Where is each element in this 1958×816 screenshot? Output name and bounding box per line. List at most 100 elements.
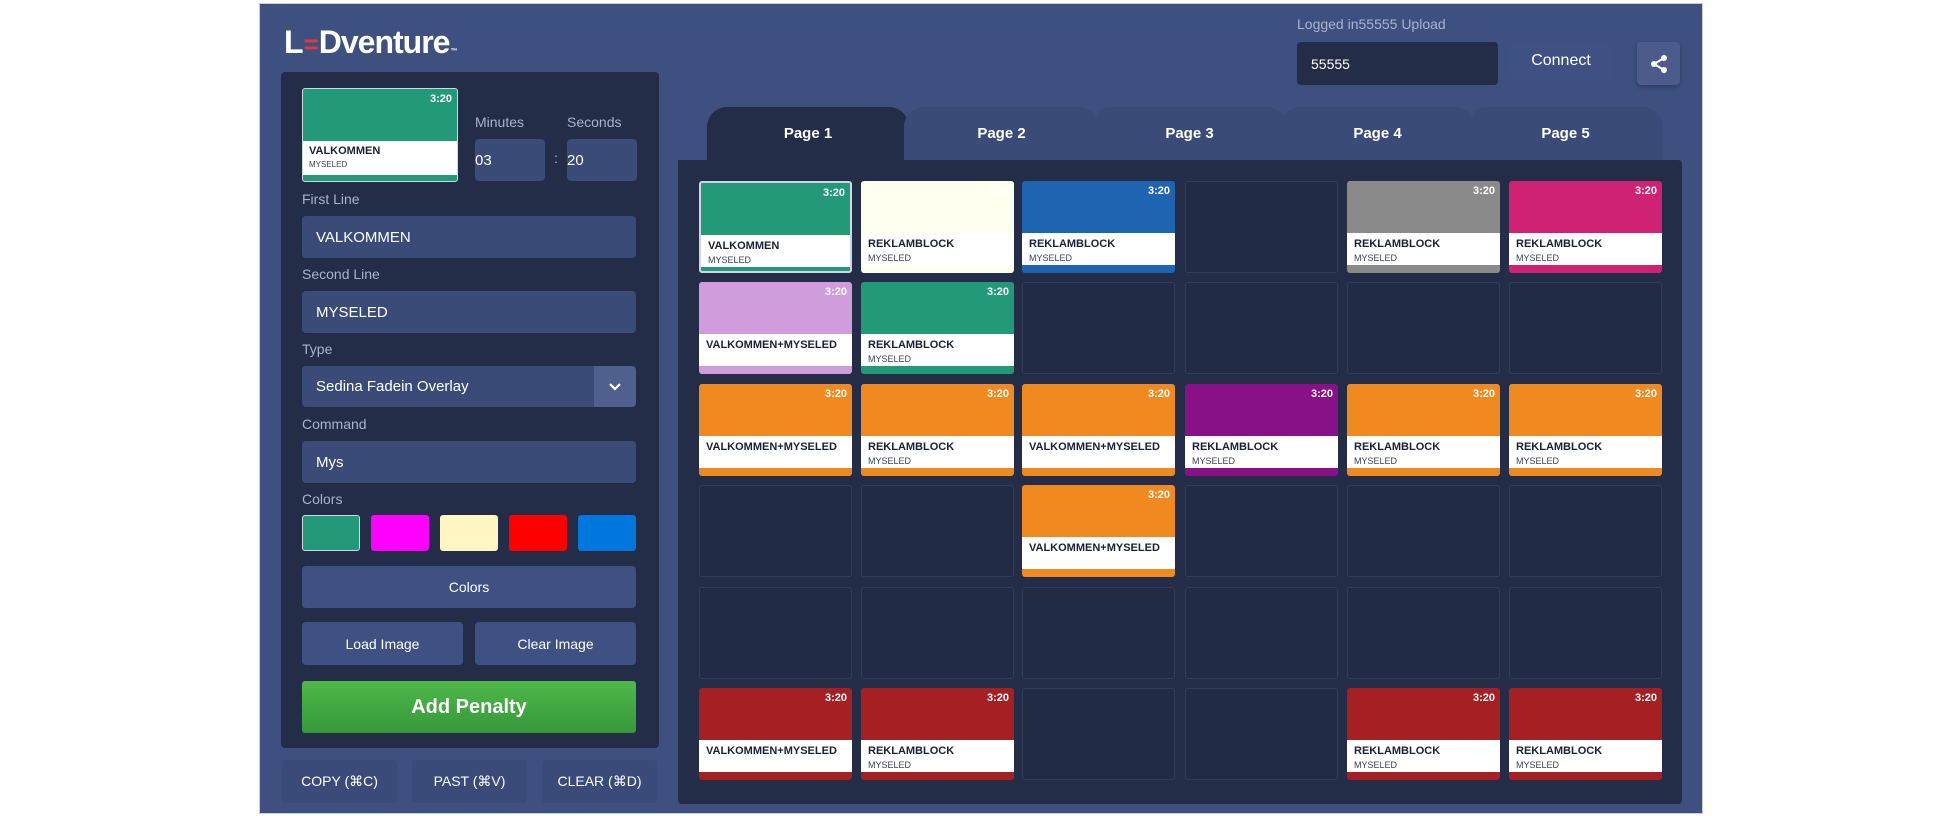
logo-mark: = <box>303 29 319 59</box>
tile-line2: MYSELED <box>868 253 912 263</box>
tab-page-2[interactable]: Page 2 <box>904 107 1099 160</box>
empty-slot[interactable] <box>1022 282 1175 374</box>
grid-tile[interactable]: 3:20 REKLAMBLOCK MYSELED <box>1185 384 1338 476</box>
empty-slot[interactable] <box>1509 282 1662 374</box>
color-swatch[interactable] <box>440 515 498 551</box>
tile-line1: VALKOMMEN+MYSELED <box>706 441 837 453</box>
tile-time: 3:20 <box>1147 388 1170 400</box>
tile-line2: MYSELED <box>1516 760 1560 770</box>
grid-tile[interactable]: 3:20 REKLAMBLOCK MYSELED <box>1509 384 1662 476</box>
tile-label-bar <box>861 233 1014 265</box>
paste-button[interactable]: PAST (⌘V) <box>412 760 527 803</box>
tab-page-5[interactable]: Page 5 <box>1468 107 1663 160</box>
grid-tile[interactable]: 3:20 VALKOMMEN MYSELED <box>699 181 852 273</box>
chevron-down-icon <box>609 382 621 391</box>
tile-line1: REKLAMBLOCK <box>1516 238 1603 250</box>
tab-page-3[interactable]: Page 3 <box>1092 107 1287 160</box>
grid-tile[interactable]: 3:20 REKLAMBLOCK MYSELED <box>861 181 1014 273</box>
color-swatch[interactable] <box>371 515 429 551</box>
share-button[interactable] <box>1637 42 1680 85</box>
tile-line1: REKLAMBLOCK <box>1029 238 1116 250</box>
tile-line2: MYSELED <box>1516 253 1560 263</box>
grid-tile[interactable]: 3:20 VALKOMMEN+MYSELED <box>1022 485 1175 577</box>
type-select[interactable]: Sedina Fadein Overlay <box>302 366 596 407</box>
empty-slot[interactable] <box>1185 282 1338 374</box>
second-line-input[interactable] <box>302 291 636 333</box>
minutes-input[interactable] <box>475 139 545 181</box>
tile-time: 3:20 <box>824 692 847 704</box>
tile-line2: MYSELED <box>1192 456 1236 466</box>
clear-image-button[interactable]: Clear Image <box>475 622 636 665</box>
grid-tile[interactable]: 3:20 REKLAMBLOCK MYSELED <box>1347 181 1500 273</box>
copy-button[interactable]: COPY (⌘C) <box>282 760 397 803</box>
tile-time: 3:20 <box>986 388 1009 400</box>
empty-slot[interactable] <box>1509 587 1662 679</box>
tile-line1: VALKOMMEN+MYSELED <box>706 745 837 757</box>
preview-line2: MYSELED <box>309 160 348 169</box>
empty-slot[interactable] <box>861 485 1014 577</box>
tile-label-bar <box>699 334 852 366</box>
grid-tile[interactable]: 3:20 REKLAMBLOCK MYSELED <box>861 384 1014 476</box>
command-input[interactable] <box>302 441 636 483</box>
color-swatch[interactable] <box>302 515 360 551</box>
tile-time: 3:20 <box>1634 388 1657 400</box>
code-input[interactable] <box>1297 42 1498 85</box>
preview-line1: VALKOMMEN <box>309 145 381 157</box>
tile-label-bar <box>861 334 1014 366</box>
tab-page-4[interactable]: Page 4 <box>1280 107 1475 160</box>
tile-line2: MYSELED <box>868 760 912 770</box>
grid-tile[interactable]: 3:20 REKLAMBLOCK MYSELED <box>1347 688 1500 780</box>
tile-line1: REKLAMBLOCK <box>1516 441 1603 453</box>
load-image-button[interactable]: Load Image <box>302 622 463 665</box>
first-line-input[interactable] <box>302 216 636 258</box>
color-swatch[interactable] <box>509 515 567 551</box>
empty-slot[interactable] <box>1022 688 1175 780</box>
tile-time: 3:20 <box>986 692 1009 704</box>
empty-slot[interactable] <box>1185 181 1338 273</box>
empty-slot[interactable] <box>699 587 852 679</box>
color-swatch[interactable] <box>578 515 636 551</box>
empty-slot[interactable] <box>1185 587 1338 679</box>
grid-tile[interactable]: 3:20 REKLAMBLOCK MYSELED <box>1509 181 1662 273</box>
tile-line1: REKLAMBLOCK <box>1516 745 1603 757</box>
seconds-input[interactable] <box>567 139 637 181</box>
add-penalty-button[interactable]: Add Penalty <box>302 681 636 733</box>
tile-label-bar <box>1347 436 1500 468</box>
tile-line2: MYSELED <box>1354 456 1398 466</box>
seconds-label: Seconds <box>567 114 622 130</box>
grid-tile[interactable]: 3:20 REKLAMBLOCK MYSELED <box>1347 384 1500 476</box>
grid-tile[interactable]: 3:20 REKLAMBLOCK MYSELED <box>1509 688 1662 780</box>
empty-slot[interactable] <box>1022 587 1175 679</box>
tile-label-bar <box>861 436 1014 468</box>
logo-text: Dventure <box>318 24 451 60</box>
grid-tile[interactable]: 3:20 VALKOMMEN+MYSELED <box>699 688 852 780</box>
tile-label-bar <box>701 235 850 267</box>
grid-tile[interactable]: 3:20 VALKOMMEN+MYSELED <box>1022 384 1175 476</box>
empty-slot[interactable] <box>1185 688 1338 780</box>
empty-slot[interactable] <box>1347 282 1500 374</box>
tab-page-1[interactable]: Page 1 <box>707 107 909 160</box>
preview-time: 3:20 <box>429 93 452 105</box>
grid-tile[interactable]: 3:20 REKLAMBLOCK MYSELED <box>861 688 1014 780</box>
empty-slot[interactable] <box>1347 485 1500 577</box>
connect-button[interactable]: Connect <box>1510 42 1612 80</box>
empty-slot[interactable] <box>1347 587 1500 679</box>
empty-slot[interactable] <box>699 485 852 577</box>
grid-tile[interactable]: 3:20 REKLAMBLOCK MYSELED <box>1022 181 1175 273</box>
grid-tile[interactable]: 3:20 VALKOMMEN+MYSELED <box>699 384 852 476</box>
type-dropdown-button[interactable] <box>594 366 636 407</box>
empty-slot[interactable] <box>1509 485 1662 577</box>
grid-tile[interactable]: 3:20 VALKOMMEN+MYSELED <box>699 282 852 374</box>
tile-line2: MYSELED <box>1029 253 1073 263</box>
logo-trademark: ™ <box>450 48 457 55</box>
tile-line2: MYSELED <box>1516 456 1560 466</box>
grid-tile[interactable]: 3:20 REKLAMBLOCK MYSELED <box>861 282 1014 374</box>
share-icon <box>1650 54 1667 73</box>
empty-slot[interactable] <box>1185 485 1338 577</box>
clear-button[interactable]: CLEAR (⌘D) <box>542 760 657 803</box>
empty-slot[interactable] <box>861 587 1014 679</box>
tile-label-bar <box>1347 233 1500 265</box>
second-line-label: Second Line <box>302 266 380 282</box>
tile-label-bar <box>1509 436 1662 468</box>
colors-button[interactable]: Colors <box>302 566 636 608</box>
